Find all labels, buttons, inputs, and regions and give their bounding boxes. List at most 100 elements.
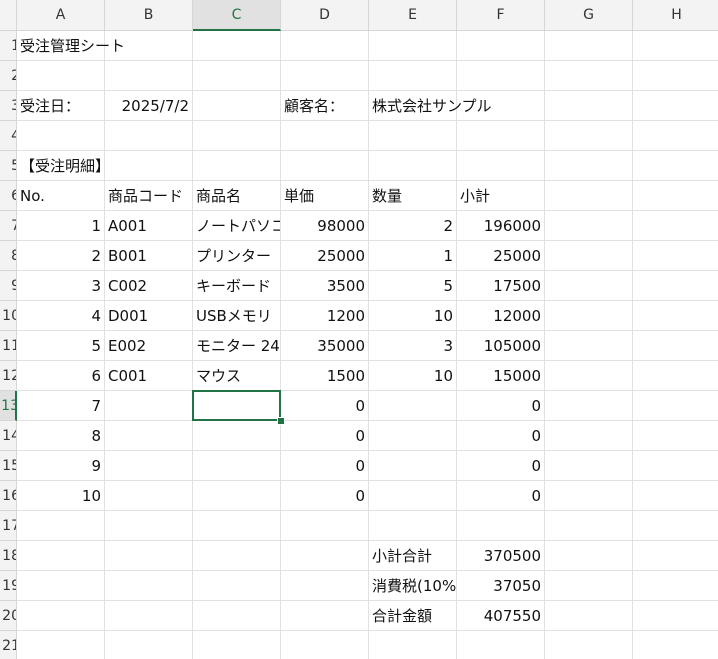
cell-H12[interactable] [633,361,718,391]
cell-E4[interactable] [369,121,457,151]
cell-C17[interactable] [193,511,281,541]
cell-C2[interactable] [193,61,281,91]
cell-E16[interactable] [369,481,457,511]
cell-G2[interactable] [545,61,633,91]
cell-H15[interactable] [633,451,718,481]
cell-G17[interactable] [545,511,633,541]
row-header-12[interactable]: 12 [0,361,17,391]
cell-H17[interactable] [633,511,718,541]
fill-handle[interactable] [277,417,285,425]
cell-G3[interactable] [545,91,633,121]
cell-D20[interactable] [281,601,369,631]
cell-G8[interactable] [545,241,633,271]
cell-E7[interactable]: 2 [369,211,457,241]
cell-D19[interactable] [281,571,369,601]
cell-B14[interactable] [105,421,193,451]
cell-C21[interactable] [193,631,281,659]
row-header-5[interactable]: 5 [0,151,17,181]
cell-B15[interactable] [105,451,193,481]
row-header-21[interactable]: 21 [0,631,17,659]
cell-A7[interactable]: 1 [17,211,105,241]
cell-G12[interactable] [545,361,633,391]
cell-C8[interactable]: プリンター [193,241,281,271]
cell-F9[interactable]: 17500 [457,271,545,301]
cell-D21[interactable] [281,631,369,659]
cell-H6[interactable] [633,181,718,211]
cell-D18[interactable] [281,541,369,571]
cell-C20[interactable] [193,601,281,631]
column-header-C[interactable]: C [193,0,281,31]
cell-F15[interactable]: 0 [457,451,545,481]
cell-D11[interactable]: 35000 [281,331,369,361]
cell-H7[interactable] [633,211,718,241]
cell-C11[interactable]: モニター 24 [193,331,281,361]
column-header-B[interactable]: B [105,0,193,31]
cell-D8[interactable]: 25000 [281,241,369,271]
cell-F5[interactable] [457,151,545,181]
cell-B19[interactable] [105,571,193,601]
cell-A2[interactable] [17,61,105,91]
cell-E14[interactable] [369,421,457,451]
cell-B3[interactable]: 2025/7/2 [105,91,193,121]
cell-D7[interactable]: 98000 [281,211,369,241]
cell-A20[interactable] [17,601,105,631]
cell-A16[interactable]: 10 [17,481,105,511]
row-header-7[interactable]: 7 [0,211,17,241]
cell-B16[interactable] [105,481,193,511]
cell-H1[interactable] [633,31,718,61]
cell-B17[interactable] [105,511,193,541]
cell-G13[interactable] [545,391,633,421]
row-header-16[interactable]: 16 [0,481,17,511]
cell-D16[interactable]: 0 [281,481,369,511]
cell-F14[interactable]: 0 [457,421,545,451]
cell-F21[interactable] [457,631,545,659]
cell-H10[interactable] [633,301,718,331]
cell-B20[interactable] [105,601,193,631]
cell-C7[interactable]: ノートパソコン [193,211,281,241]
cell-A10[interactable]: 4 [17,301,105,331]
cell-C10[interactable]: USBメモリ [193,301,281,331]
row-header-19[interactable]: 19 [0,571,17,601]
cell-G19[interactable] [545,571,633,601]
row-header-20[interactable]: 20 [0,601,17,631]
cell-G10[interactable] [545,301,633,331]
cell-B18[interactable] [105,541,193,571]
cell-H5[interactable] [633,151,718,181]
cell-E10[interactable]: 10 [369,301,457,331]
row-header-10[interactable]: 10 [0,301,17,331]
cell-F13[interactable]: 0 [457,391,545,421]
cell-G15[interactable] [545,451,633,481]
cell-E13[interactable] [369,391,457,421]
cell-A17[interactable] [17,511,105,541]
cell-E5[interactable] [369,151,457,181]
cell-E11[interactable]: 3 [369,331,457,361]
cell-F3[interactable] [457,91,545,121]
cell-F20[interactable]: 407550 [457,601,545,631]
cell-A15[interactable]: 9 [17,451,105,481]
cell-B9[interactable]: C002 [105,271,193,301]
column-header-F[interactable]: F [457,0,545,31]
cell-B7[interactable]: A001 [105,211,193,241]
cell-G6[interactable] [545,181,633,211]
cell-A9[interactable]: 3 [17,271,105,301]
cell-G1[interactable] [545,31,633,61]
cell-D6[interactable]: 単価 [281,181,369,211]
cell-D4[interactable] [281,121,369,151]
cell-A11[interactable]: 5 [17,331,105,361]
cell-B4[interactable] [105,121,193,151]
cell-A4[interactable] [17,121,105,151]
cell-A1[interactable]: 受注管理シート [17,31,125,61]
cell-B2[interactable] [105,61,193,91]
cell-B11[interactable]: E002 [105,331,193,361]
cell-D1[interactable] [281,31,369,61]
row-header-18[interactable]: 18 [0,541,17,571]
cell-H4[interactable] [633,121,718,151]
cell-G11[interactable] [545,331,633,361]
cell-C15[interactable] [193,451,281,481]
cell-E19[interactable]: 消費税(10%) [369,571,457,601]
cell-E8[interactable]: 1 [369,241,457,271]
cell-C13[interactable] [193,391,281,421]
cell-G20[interactable] [545,601,633,631]
cell-E6[interactable]: 数量 [369,181,457,211]
cell-D3[interactable]: 顧客名： [281,91,369,121]
